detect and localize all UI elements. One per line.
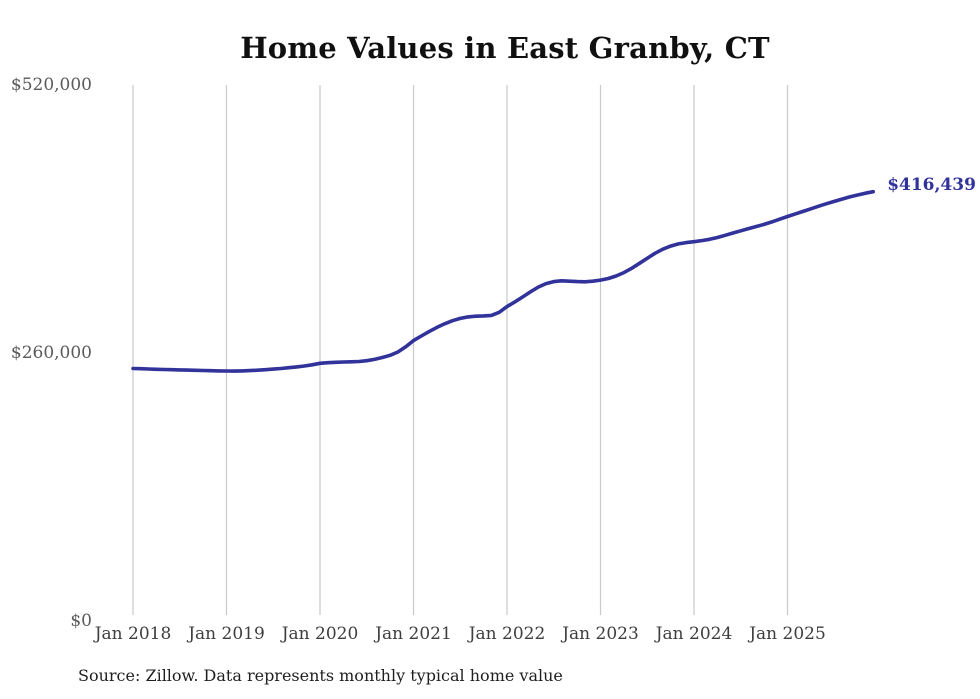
x-tick-label: Jan 2019 bbox=[188, 624, 265, 644]
x-tick-label: Jan 2020 bbox=[281, 624, 359, 644]
y-tick-label: $260,000 bbox=[10, 343, 92, 363]
y-tick-label: $0 bbox=[70, 611, 92, 631]
chart-title: Home Values in East Granby, CT bbox=[240, 31, 770, 65]
latest-value-label: $416,439 bbox=[887, 174, 976, 195]
x-tick-label: Jan 2022 bbox=[468, 624, 546, 644]
home-value-line bbox=[131, 189, 875, 373]
x-tick-label: Jan 2023 bbox=[562, 624, 639, 644]
x-tick-label: Jan 2018 bbox=[94, 624, 172, 644]
source-note: Source: Zillow. Data represents monthly … bbox=[78, 666, 563, 685]
x-tick-label: Jan 2021 bbox=[375, 624, 452, 644]
x-tick-label: Jan 2025 bbox=[749, 624, 826, 644]
gridlines bbox=[132, 85, 789, 615]
y-tick-label: $520,000 bbox=[10, 75, 92, 95]
x-tick-label: Jan 2024 bbox=[655, 624, 733, 644]
